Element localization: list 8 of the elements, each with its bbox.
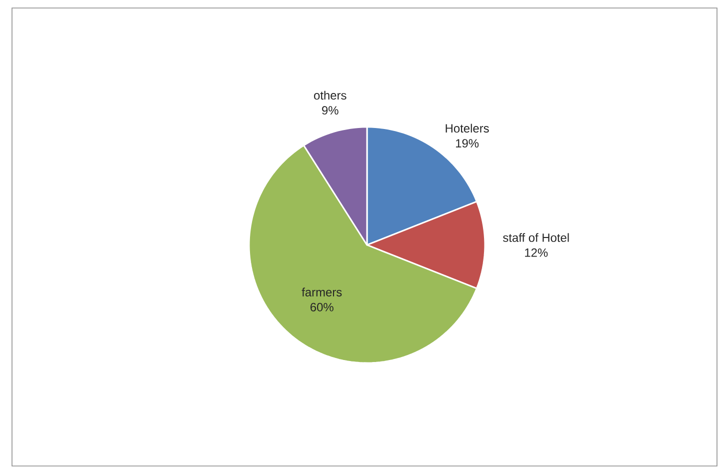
data-label: 12% — [525, 248, 548, 257]
data-label: 9% — [322, 106, 338, 115]
slice-label: farmers — [302, 288, 342, 296]
data-label: 19% — [456, 139, 479, 148]
slice-label: others — [314, 90, 346, 100]
slice-label: Hotelers — [446, 124, 489, 133]
slice-label: staff of Hotel — [503, 233, 569, 242]
data-label: 60% — [310, 302, 334, 312]
